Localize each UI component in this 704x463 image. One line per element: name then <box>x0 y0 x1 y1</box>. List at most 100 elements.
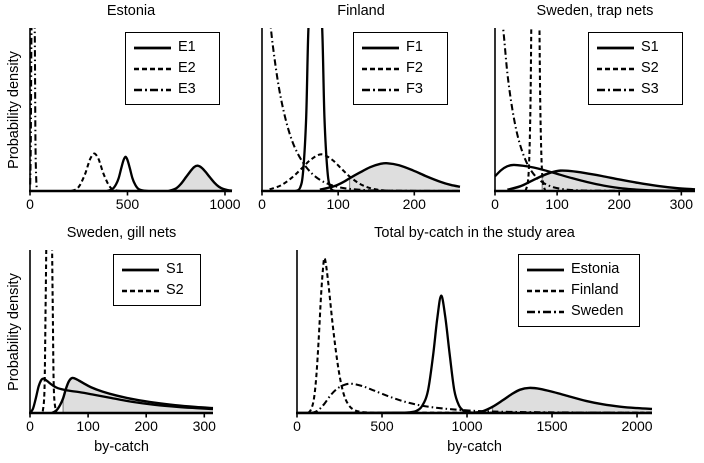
x-tick-label: 2000 <box>621 418 653 434</box>
legend-item-estonia: Estonia <box>527 259 631 280</box>
x-tick-label: 1000 <box>451 418 483 434</box>
legend-label: F3 <box>406 81 423 97</box>
legend-label: E3 <box>178 81 196 97</box>
legend-label: S1 <box>166 261 184 277</box>
legend-label: Finland <box>571 282 619 298</box>
x-tick-label: 200 <box>402 196 426 212</box>
panel-title-estonia: Estonia <box>106 3 156 19</box>
series-s2-curve <box>41 250 59 413</box>
legend-item-f2: F2 <box>362 58 439 79</box>
legend-item-s2: S2 <box>122 280 192 301</box>
panel-title-sweden-trap-nets: Sweden, trap nets <box>536 3 654 19</box>
series-e3-curve <box>29 28 39 191</box>
legend-item-e1: E1 <box>134 37 211 58</box>
legend-line-sample-solid <box>134 46 171 49</box>
y-axis-label: Probability density <box>6 272 22 391</box>
legend-label: F1 <box>406 39 423 55</box>
legend-sweden-trap-nets: S1 S2 S3 <box>588 32 683 105</box>
legend-line-sample-dashdot <box>134 88 171 91</box>
x-tick-label: 100 <box>76 418 100 434</box>
legend-item-s1: S1 <box>597 37 674 58</box>
x-tick-label: 500 <box>370 418 394 434</box>
legend-estonia: E1 E2 E3 <box>125 32 220 105</box>
x-tick-label: 300 <box>192 418 216 434</box>
panel-title-total-by-catch-in-the-study-area: Total by-catch in the study area <box>374 225 575 241</box>
series-e2-curve <box>70 152 122 191</box>
legend-item-s1: S1 <box>122 259 192 280</box>
x-tick-label: 200 <box>607 196 631 212</box>
x-tick-label: 1500 <box>536 418 568 434</box>
legend-line-sample-solid <box>362 46 399 49</box>
legend-label: E2 <box>178 60 196 76</box>
series-f3-curve <box>269 28 461 191</box>
x-tick-label: 100 <box>326 196 350 212</box>
series-s2-curve <box>524 28 547 191</box>
series-sweden-gill-nets-total-curve <box>51 376 214 413</box>
legend-finland: F1 F2 F3 <box>353 32 448 105</box>
x-tick-label: 0 <box>26 418 34 434</box>
legend-item-e3: E3 <box>134 79 211 100</box>
legend-item-finland: Finland <box>527 280 631 301</box>
legend-label: F2 <box>406 60 423 76</box>
y-axis-label: Probability density <box>6 50 22 169</box>
legend-line-sample-dashed <box>134 67 171 70</box>
legend-label: S2 <box>641 60 659 76</box>
density-fill-finland <box>349 163 460 191</box>
legend-label: Estonia <box>571 261 620 277</box>
legend-label: E1 <box>178 39 196 55</box>
series-s1-curve <box>29 377 214 413</box>
x-tick-label: 300 <box>669 196 693 212</box>
panel-finland <box>261 28 461 196</box>
legend-label: Sweden <box>571 303 624 319</box>
density-fill-sweden-gill-nets <box>63 377 213 413</box>
legend-item-s2: S2 <box>597 58 674 79</box>
x-tick-label: 200 <box>134 418 158 434</box>
legend-item-sweden: Sweden <box>527 301 631 322</box>
legend-line-sample-solid <box>527 268 564 271</box>
series-f1-curve <box>294 28 336 191</box>
panel-estonia <box>29 28 233 196</box>
legend-sweden-gill-nets: S1 S2 <box>113 254 201 306</box>
panel-title-finland: Finland <box>337 3 385 19</box>
panel-sweden-trap-nets <box>494 28 696 196</box>
panel-sweden-gill-nets <box>29 250 214 418</box>
series-estonia-total-curve <box>168 164 233 191</box>
legend-label: S3 <box>641 81 659 97</box>
legend-label: S1 <box>641 39 659 55</box>
legend-line-sample-solid <box>597 46 634 49</box>
series-sweden-curve <box>311 382 653 413</box>
legend-line-sample-dashed <box>597 67 634 70</box>
legend-label: S2 <box>166 282 184 298</box>
x-tick-label: 0 <box>26 196 34 212</box>
series-s3-curve <box>502 28 696 191</box>
series-sweden-trap-nets-total-curve <box>507 169 696 191</box>
legend-item-f1: F1 <box>362 37 439 58</box>
series-finland-curve <box>307 257 652 413</box>
x-axis-label: by-catch <box>94 439 149 455</box>
x-tick-label: 0 <box>293 418 301 434</box>
legend-total-by-catch-in-the-study-area: Estonia Finland Sweden <box>518 254 640 327</box>
series-estonia-curve <box>296 294 488 413</box>
legend-line-sample-dashed <box>527 289 564 292</box>
legend-line-sample-dashdot <box>527 310 564 313</box>
series-e1-curve <box>106 155 149 191</box>
legend-item-s3: S3 <box>597 79 674 100</box>
x-tick-label: 0 <box>258 196 266 212</box>
legend-line-sample-dashed <box>122 289 159 292</box>
legend-line-sample-solid <box>122 268 159 271</box>
legend-line-sample-dashdot <box>362 88 399 91</box>
x-tick-label: 100 <box>545 196 569 212</box>
legend-item-e2: E2 <box>134 58 211 79</box>
x-axis-label: by-catch <box>447 439 502 455</box>
legend-item-f3: F3 <box>362 79 439 100</box>
series-study-area-total-curve <box>473 386 653 413</box>
series-s1-curve <box>494 163 696 191</box>
legend-line-sample-dashdot <box>597 88 634 91</box>
x-tick-label: 0 <box>491 196 499 212</box>
series-finland-total-curve <box>319 162 461 191</box>
panel-total-by-catch-in-the-study-area <box>296 250 653 418</box>
panel-title-sweden-gill-nets: Sweden, gill nets <box>66 225 177 241</box>
legend-line-sample-dashed <box>362 67 399 70</box>
